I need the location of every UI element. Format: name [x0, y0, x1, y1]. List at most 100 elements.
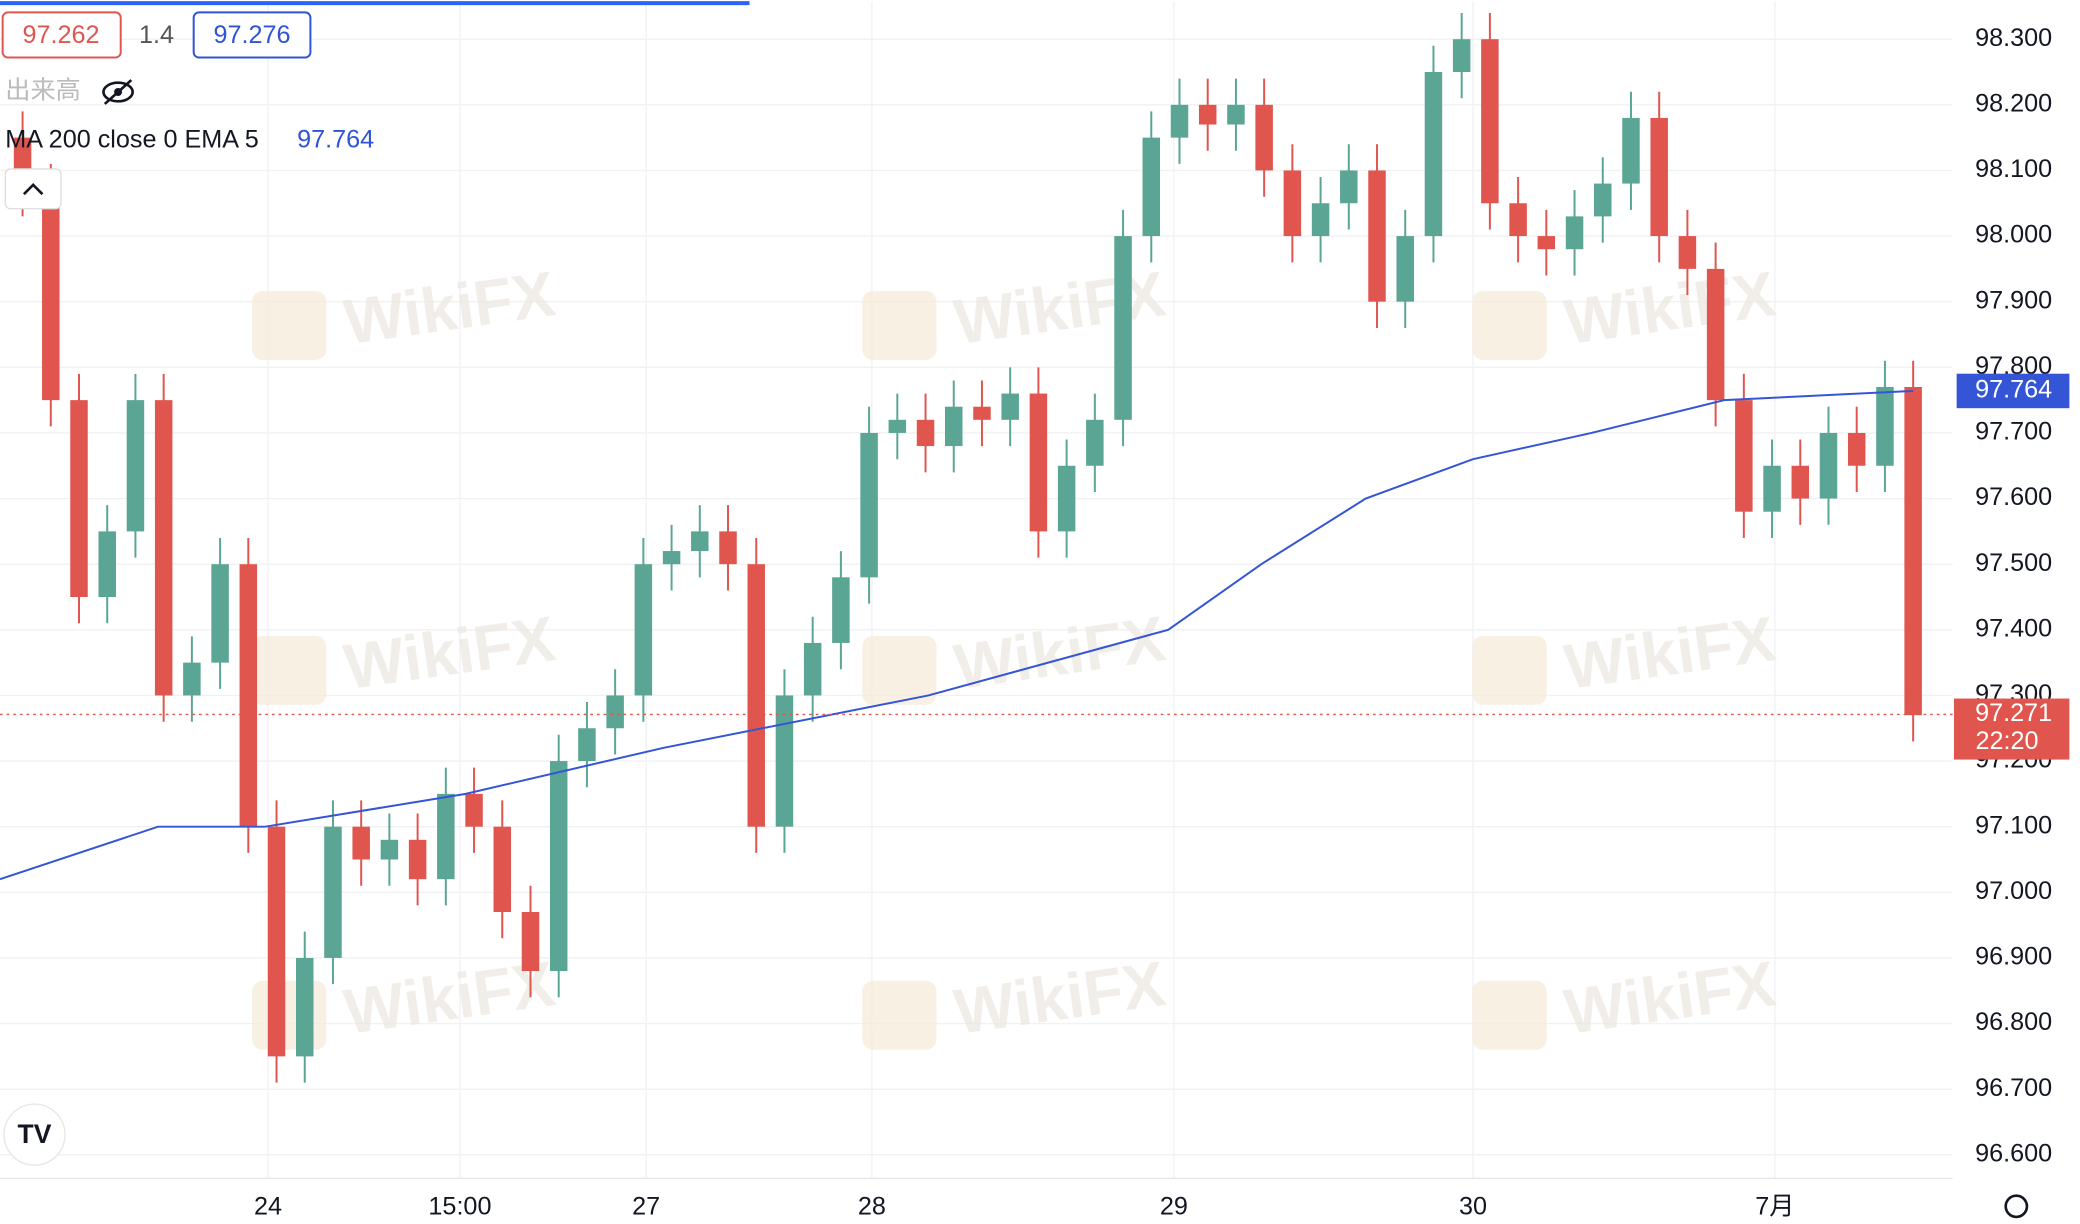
candle-body — [1396, 236, 1414, 302]
candle-body — [1227, 104, 1245, 125]
y-tick-label: 97.000 — [1975, 877, 2052, 905]
candle-body — [239, 564, 258, 827]
x-tick-label: 28 — [858, 1192, 886, 1220]
candle-body — [1819, 432, 1838, 499]
countdown: 22:20 — [1976, 727, 2039, 755]
candle-body — [1029, 393, 1048, 532]
candle-body — [888, 419, 907, 433]
y-tick-label: 96.800 — [1975, 1008, 2052, 1036]
candle-body — [606, 695, 624, 729]
spread: 1.4 — [139, 21, 174, 49]
candle-body — [211, 564, 229, 663]
candle-body — [1650, 117, 1668, 237]
y-tick-label: 96.700 — [1975, 1074, 2052, 1102]
candle-body — [465, 793, 483, 827]
y-tick-label: 96.900 — [1975, 943, 2052, 971]
candle-body — [324, 826, 342, 958]
x-tick-label: 27 — [632, 1192, 660, 1220]
watermark-logo — [252, 635, 327, 705]
candle-body — [98, 531, 116, 598]
candle-body — [493, 826, 512, 912]
last-price-badge — [1953, 698, 2070, 760]
candle-body — [1847, 432, 1866, 466]
y-tick-label: 96.600 — [1975, 1139, 2052, 1167]
candle-body — [1706, 268, 1725, 401]
candle-body — [1311, 203, 1330, 237]
candle-body — [1565, 216, 1584, 250]
y-tick-label: 97.900 — [1975, 286, 2052, 314]
candle-body — [1791, 465, 1810, 499]
candle-body — [1283, 170, 1302, 237]
candle-body — [578, 728, 596, 762]
y-tick-label: 97.700 — [1975, 418, 2052, 446]
y-tick-label: 97.500 — [1975, 549, 2052, 577]
candle-body — [183, 662, 201, 696]
collapse-icon — [22, 182, 44, 196]
y-tick-label: 97.100 — [1975, 811, 2052, 839]
candle-body — [1622, 117, 1640, 184]
volume-label: 出来高 — [5, 77, 81, 105]
logo-mark: TV — [18, 1119, 52, 1149]
candle-body — [1537, 236, 1556, 250]
ask-price: 97.276 — [214, 21, 291, 49]
watermark-logo — [862, 980, 937, 1050]
collapse-button[interactable] — [4, 168, 62, 210]
candle-body — [437, 793, 455, 880]
watermark-logo — [252, 290, 327, 360]
watermark-logo — [1472, 290, 1547, 360]
y-tick-label: 98.200 — [1975, 89, 2052, 117]
y-tick-label: 98.000 — [1975, 221, 2052, 249]
ask-box[interactable] — [192, 11, 312, 59]
candle-body — [380, 839, 399, 860]
watermark: WikiFX — [340, 258, 559, 358]
candle-body — [1340, 170, 1358, 204]
candle-body — [1114, 236, 1132, 420]
watermark-logo — [1472, 635, 1547, 705]
candle-body — [860, 432, 878, 578]
last-price-label: 97.271 — [1975, 699, 2052, 727]
candle-body — [1594, 183, 1612, 217]
hide-icon[interactable] — [102, 79, 134, 105]
candle-body — [775, 695, 794, 827]
candle-body — [1876, 387, 1894, 466]
bid-box[interactable] — [1, 11, 122, 59]
ma-legend: MA 200 close 0 EMA 5 — [5, 126, 258, 154]
watermark-logo — [252, 980, 327, 1050]
bid-price: 97.262 — [22, 21, 99, 49]
x-tick-label: 24 — [254, 1192, 282, 1220]
candle-body — [662, 551, 681, 565]
candle-body — [1678, 236, 1697, 269]
watermark: WikiFX — [1560, 948, 1779, 1048]
y-tick-label: 97.600 — [1975, 483, 2052, 511]
watermark: WikiFX — [340, 603, 559, 703]
x-tick-label: 30 — [1459, 1192, 1487, 1220]
candle-body — [691, 531, 709, 552]
candle-body — [1001, 393, 1019, 420]
x-tick-label: 7月 — [1755, 1192, 1794, 1220]
candle-body — [1452, 39, 1471, 73]
candle-body — [1763, 465, 1781, 512]
candle-body — [408, 839, 427, 880]
watermarks: WikiFX WikiFX WikiFX WikiFX WikiFX WikiFX Wiki… — [252, 258, 1780, 1050]
candle-body — [1481, 39, 1499, 204]
candle-body — [352, 826, 370, 860]
watermark: WikiFX — [950, 948, 1169, 1048]
x-tick-label: 15:00 — [428, 1192, 491, 1220]
settings-icon[interactable] — [2004, 1194, 2029, 1219]
candle-body — [126, 400, 145, 532]
y-tick-label: 97.400 — [1975, 614, 2052, 642]
y-tick-label: 98.100 — [1975, 155, 2052, 183]
ma-badge-label: 97.764 — [1975, 376, 2052, 404]
candle-body — [1057, 465, 1076, 532]
logo[interactable] — [3, 1103, 66, 1166]
watermark-logo — [862, 635, 937, 705]
watermark-logo — [1472, 980, 1547, 1050]
y-tick-label: 98.300 — [1975, 24, 2052, 52]
x-tick-label: 29 — [1160, 1192, 1188, 1220]
ma-legend-value: 97.764 — [297, 126, 374, 154]
candle-body — [1170, 104, 1189, 138]
candle-body — [973, 406, 991, 420]
candle-body — [803, 642, 822, 696]
